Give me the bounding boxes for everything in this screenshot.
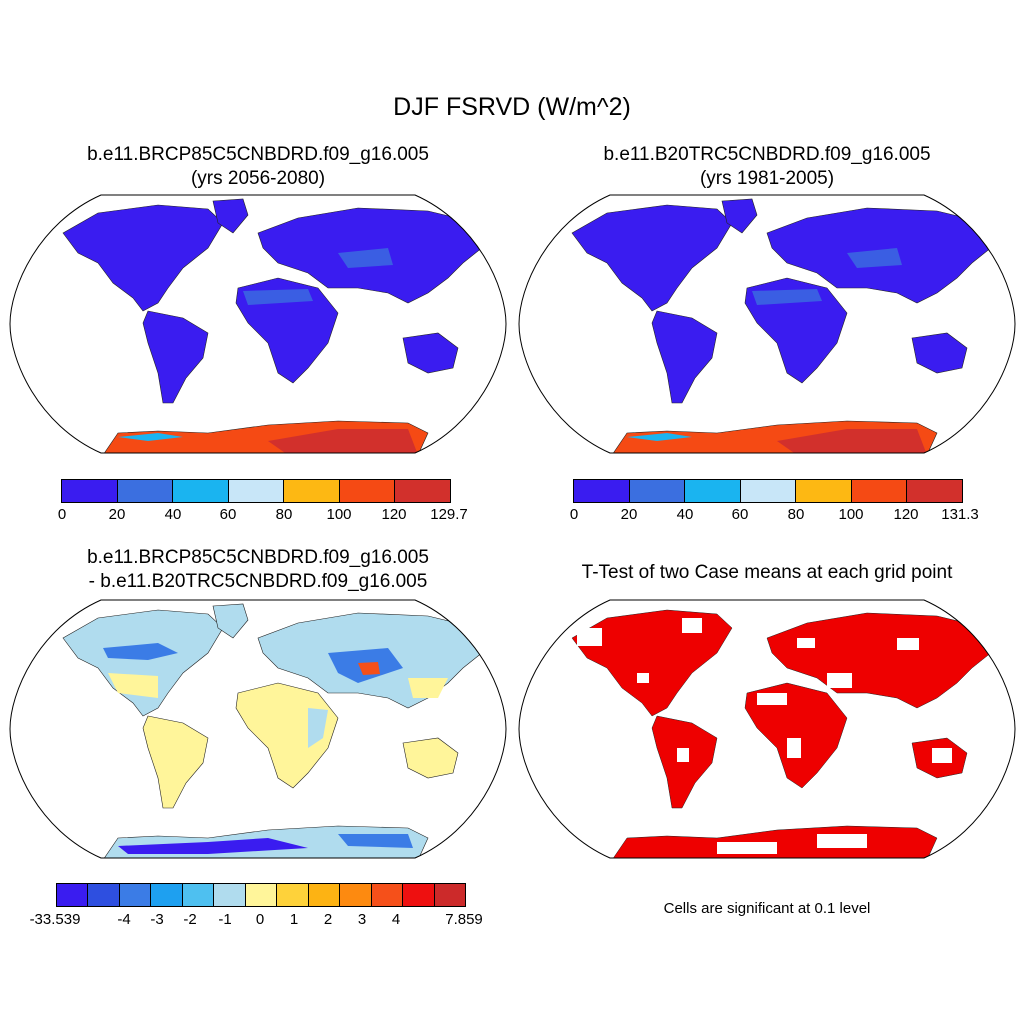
colorbar-swatch	[62, 480, 118, 502]
colorbar-tick: -3	[150, 911, 164, 928]
map-bottom-left	[9, 599, 507, 859]
colorbar-swatch	[740, 480, 797, 502]
colorbar-tick: 20	[620, 506, 638, 523]
colorbar-swatch	[395, 480, 451, 502]
continents-top-left	[62, 198, 489, 453]
panel-title-line1: b.e11.BRCP85C5CNBDRD.f09_g16.005	[87, 547, 429, 568]
panel-title-bottom-left: b.e11.BRCP85C5CNBDRD.f09_g16.005 - b.e11…	[8, 546, 508, 594]
colorbar-tick: 131.3	[941, 506, 979, 523]
panel-title-top-right: b.e11.B20TRC5CNBDRD.f09_g16.005 (yrs 198…	[517, 143, 1017, 191]
colorbar-tick: 3	[357, 911, 367, 928]
colorbar-swatch	[434, 884, 466, 906]
colorbar-swatch	[574, 480, 630, 502]
colorbar-tick: 80	[275, 506, 293, 523]
colorbar-swatch	[151, 884, 183, 906]
panel-title-line2: - b.e11.B20TRC5CNBDRD.f09_g16.005	[88, 571, 428, 592]
panel-title-line2: (yrs 2056-2080)	[190, 168, 326, 189]
colorbar-tick: 100	[838, 506, 864, 523]
colorbar-swatch	[277, 884, 309, 906]
panel-title-top-left: b.e11.BRCP85C5CNBDRD.f09_g16.005 (yrs 20…	[8, 143, 508, 191]
colorbar-tick: 60	[219, 506, 237, 523]
colorbar-swatch	[907, 480, 963, 502]
colorbar-tick: 60	[731, 506, 749, 523]
colorbar-tick: 2	[323, 911, 333, 928]
colorbar-swatch	[796, 480, 852, 502]
panel-title-line1: b.e11.B20TRC5CNBDRD.f09_g16.005	[603, 144, 931, 165]
map-bottom-right	[518, 599, 1016, 859]
colorbar-tick: -4	[117, 911, 131, 928]
colorbar-swatch	[371, 884, 404, 906]
colorbar-tick: -1	[218, 911, 232, 928]
colorbar-swatch	[117, 480, 174, 502]
colorbar-tick: 120	[381, 506, 407, 523]
colorbar-swatch	[851, 480, 908, 502]
colorbar-tick: 100	[326, 506, 352, 523]
map-top-left	[9, 194, 507, 454]
map-top-right	[518, 194, 1016, 454]
colorbar-tick: 40	[676, 506, 694, 523]
colorbar-swatch	[340, 884, 372, 906]
colorbar-swatch	[182, 884, 215, 906]
colorbar-tick: 1	[289, 911, 299, 928]
colorbar-swatch	[245, 884, 278, 906]
non-significant-gaps	[577, 618, 952, 854]
colorbar-tick: 0	[569, 506, 579, 523]
colorbar-swatch	[403, 884, 435, 906]
colorbar-swatch	[284, 480, 340, 502]
colorbar-tick: 120	[893, 506, 919, 523]
significance-note: Cells are significant at 0.1 level	[663, 900, 871, 917]
colorbar-tick: 20	[108, 506, 126, 523]
colorbar-swatch	[308, 884, 341, 906]
significance-cells	[571, 609, 998, 858]
colorbar-tick: 80	[787, 506, 805, 523]
main-title: DJF FSRVD (W/m^2)	[393, 93, 631, 121]
colorbar-swatch	[685, 480, 741, 502]
colorbar-tick: 0	[57, 506, 67, 523]
colorbar-bottom-left	[56, 883, 466, 907]
colorbar-tick: 7.859	[445, 911, 483, 928]
colorbar-tick: -2	[183, 911, 197, 928]
colorbar-swatch	[119, 884, 152, 906]
colorbar-tick: 4	[391, 911, 401, 928]
colorbar-swatch	[214, 884, 246, 906]
panel-title-line2: (yrs 1981-2005)	[699, 168, 835, 189]
colorbar-swatch	[173, 480, 229, 502]
colorbar-swatch	[88, 884, 120, 906]
colorbar-swatch	[228, 480, 285, 502]
colorbar-swatch	[339, 480, 396, 502]
colorbar-tick: -33.539	[29, 911, 81, 928]
colorbar-top-right	[573, 479, 963, 503]
colorbar-tick: 0	[255, 911, 265, 928]
colorbar-tick: 129.7	[430, 506, 468, 523]
colorbar-top-left	[61, 479, 451, 503]
colorbar-swatch	[629, 480, 686, 502]
continents-top-right	[571, 198, 998, 453]
colorbar-swatch	[57, 884, 89, 906]
colorbar-tick: 40	[164, 506, 182, 523]
panel-title-line1: b.e11.BRCP85C5CNBDRD.f09_g16.005	[87, 144, 429, 165]
panel-title-bottom-right: T-Test of two Case means at each grid po…	[581, 562, 953, 583]
continents-bottom-left	[62, 603, 489, 858]
